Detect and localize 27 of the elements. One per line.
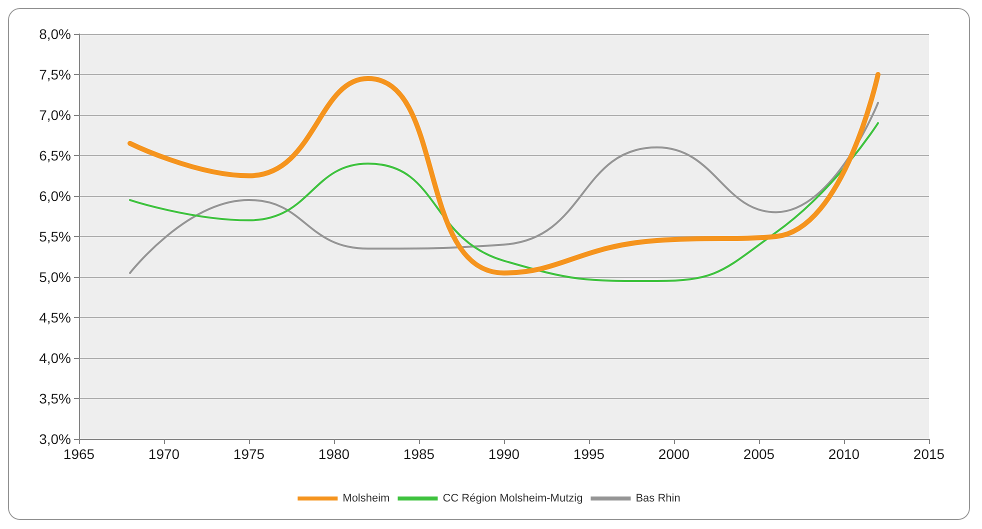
x-tick-label: 1985 <box>403 446 435 462</box>
x-tick-label: 1970 <box>148 446 180 462</box>
x-tick-label: 1980 <box>318 446 350 462</box>
x-tick-label: 1995 <box>573 446 605 462</box>
x-tick-label: 2015 <box>913 446 945 462</box>
y-tick-label: 3,0% <box>39 431 71 447</box>
x-tick-label: 2005 <box>743 446 775 462</box>
y-tick-label: 6,0% <box>39 188 71 204</box>
legend-label: Bas Rhin <box>636 492 680 504</box>
x-tick-label: 1965 <box>63 446 95 462</box>
y-tick-label: 6,5% <box>39 148 71 164</box>
x-tick-label: 1990 <box>488 446 520 462</box>
y-tick-label: 7,0% <box>39 107 71 123</box>
x-tick-label: 1975 <box>233 446 265 462</box>
y-tick-label: 5,5% <box>39 228 71 244</box>
y-tick-label: 5,0% <box>39 269 71 285</box>
y-tick-label: 8,0% <box>39 26 71 42</box>
y-tick-label: 4,0% <box>39 350 71 366</box>
legend-label: Molsheim <box>342 492 390 504</box>
legend-label: CC Région Molsheim-Mutzig <box>442 492 583 504</box>
y-tick-label: 3,5% <box>39 390 71 406</box>
y-tick-label: 4,5% <box>39 310 71 326</box>
x-tick-label: 2000 <box>658 446 690 462</box>
y-tick-label: 7,5% <box>39 66 71 82</box>
x-tick-label: 2010 <box>828 446 860 462</box>
line-series <box>129 122 879 282</box>
line-series <box>129 102 879 274</box>
